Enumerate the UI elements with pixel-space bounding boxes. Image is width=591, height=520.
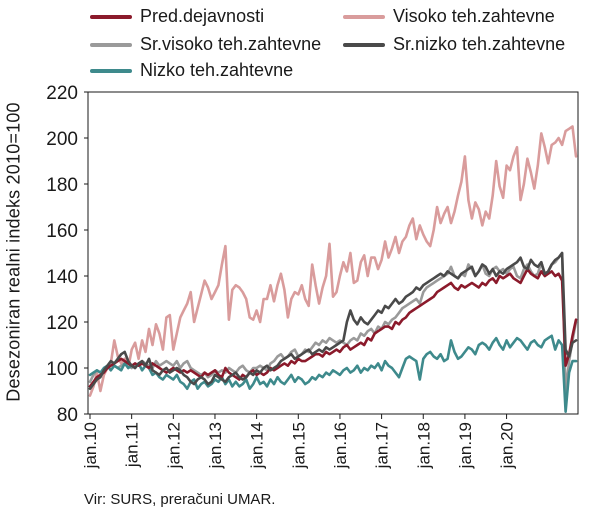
legend-item-sr-nizko-teh-zahtevne: Sr.nizko teh.zahtevne bbox=[343, 34, 565, 55]
y-tick-label: 220 bbox=[46, 83, 78, 104]
chart-legend: Pred.dejavnosti Visoko teh.zahtevne Sr.v… bbox=[0, 0, 591, 90]
series-line-sr-nizko-teh-zahtevne bbox=[88, 251, 578, 391]
y-tick-label: 100 bbox=[46, 359, 78, 380]
legend-label: Nizko teh.zahtevne bbox=[140, 60, 294, 80]
x-tick-label: jan.16 bbox=[331, 422, 350, 469]
legend-item-sr-visoko-teh-zahtevne: Sr.visoko teh.zahtevne bbox=[90, 34, 321, 55]
x-tick-label: jan.11 bbox=[123, 422, 142, 468]
x-tick-label: jan.18 bbox=[414, 422, 433, 469]
x-tick-label: jan.15 bbox=[289, 422, 308, 469]
x-tick-label: jan.13 bbox=[206, 422, 225, 469]
x-tick-label: jan.14 bbox=[248, 422, 267, 469]
legend-item-nizko-teh-zahtevne: Nizko teh.zahtevne bbox=[90, 60, 293, 81]
y-tick-label: 200 bbox=[46, 129, 78, 150]
series-line-visoko-teh-zahtevne bbox=[88, 125, 578, 397]
legend-item-visoko-teh-zahtevne: Visoko teh.zahtevne bbox=[343, 6, 555, 27]
x-tick-label: jan.20 bbox=[498, 422, 517, 469]
series-line-nizko-teh-zahtevne bbox=[88, 334, 578, 414]
y-tick-label: 140 bbox=[46, 267, 78, 288]
y-tick-label: 160 bbox=[46, 221, 78, 242]
x-tick-label: jan.12 bbox=[164, 422, 183, 469]
y-tick-label: 120 bbox=[46, 313, 78, 334]
legend-label: Sr.nizko teh.zahtevne bbox=[393, 34, 566, 54]
legend-swatch bbox=[90, 42, 132, 47]
x-tick-label: jan.19 bbox=[456, 422, 475, 469]
y-tick-label: 180 bbox=[46, 175, 78, 196]
source-note: Vir: SURS, preračuni UMAR. bbox=[84, 491, 276, 508]
x-tick-label: jan.10 bbox=[81, 422, 100, 469]
series-line-pred-dejavnosti bbox=[88, 267, 578, 388]
legend-swatch bbox=[343, 14, 385, 19]
legend-swatch bbox=[90, 68, 132, 73]
legend-label: Sr.visoko teh.zahtevne bbox=[140, 34, 322, 54]
y-tick-label: 80 bbox=[57, 405, 78, 426]
legend-item-pred-dejavnosti: Pred.dejavnosti bbox=[90, 6, 264, 27]
x-tick-label: jan.17 bbox=[373, 422, 392, 469]
legend-label: Visoko teh.zahtevne bbox=[393, 6, 555, 26]
plot-area-frame bbox=[87, 91, 579, 415]
series-line-sr-visoko-teh-zahtevne bbox=[88, 251, 578, 395]
legend-swatch bbox=[90, 14, 132, 19]
legend-label: Pred.dejavnosti bbox=[140, 6, 265, 26]
legend-swatch bbox=[343, 42, 385, 47]
